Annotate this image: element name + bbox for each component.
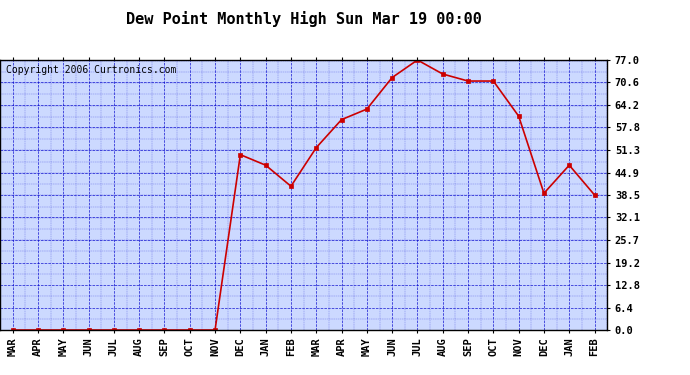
Text: Dew Point Monthly High Sun Mar 19 00:00: Dew Point Monthly High Sun Mar 19 00:00 [126, 11, 482, 27]
Text: Copyright 2006 Curtronics.com: Copyright 2006 Curtronics.com [6, 65, 177, 75]
